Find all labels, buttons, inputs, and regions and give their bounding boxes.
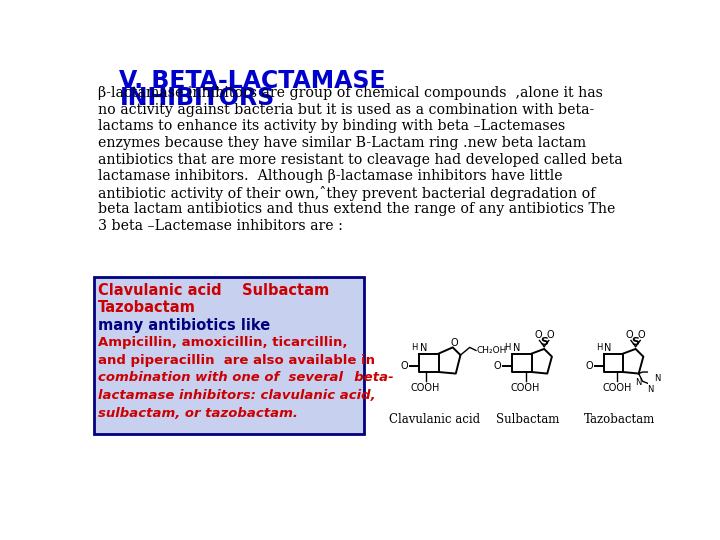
Text: many antibiotics like: many antibiotics like: [98, 318, 270, 333]
Text: O: O: [494, 361, 502, 371]
Text: N: N: [647, 385, 654, 394]
Text: COOH: COOH: [603, 383, 631, 393]
Text: COOH: COOH: [411, 383, 440, 393]
Text: COOH: COOH: [511, 383, 540, 393]
Text: H: H: [596, 343, 602, 352]
Text: H: H: [505, 343, 510, 352]
Text: O: O: [401, 361, 408, 371]
Text: enzymes because they have similar B-Lactam ring .new beta lactam: enzymes because they have similar B-Lact…: [98, 136, 586, 150]
Text: O: O: [626, 330, 633, 340]
Text: N: N: [636, 379, 642, 387]
Text: beta lactam antibiotics and thus extend the range of any antibiotics The: beta lactam antibiotics and thus extend …: [98, 202, 615, 216]
Text: lactamase inhibitors: clavulanic acid,: lactamase inhibitors: clavulanic acid,: [98, 389, 375, 402]
Text: antibiotics that are more resistant to cleavage had developed called beta: antibiotics that are more resistant to c…: [98, 153, 622, 166]
Text: 3 beta –Lactemase inhibitors are :: 3 beta –Lactemase inhibitors are :: [98, 219, 343, 233]
Text: N: N: [604, 343, 611, 353]
Text: S: S: [540, 338, 548, 347]
Text: O: O: [585, 361, 593, 371]
Text: N: N: [654, 374, 660, 383]
Text: CH₂OH: CH₂OH: [477, 346, 507, 355]
Text: O: O: [451, 338, 458, 348]
Text: combination with one of  several  beta-: combination with one of several beta-: [98, 372, 393, 384]
Text: Tazobactam: Tazobactam: [98, 300, 196, 315]
Text: O: O: [534, 330, 541, 340]
Text: no activity against bacteria but it is used as a combination with beta-: no activity against bacteria but it is u…: [98, 103, 594, 117]
Text: Clavulanic acid: Clavulanic acid: [390, 413, 480, 426]
Text: and piperacillin  are also available in: and piperacillin are also available in: [98, 354, 374, 367]
Text: Clavulanic acid    Sulbactam: Clavulanic acid Sulbactam: [98, 283, 329, 298]
Text: O: O: [638, 330, 646, 340]
FancyBboxPatch shape: [94, 276, 364, 434]
Text: V. BETA-LACTAMASE: V. BETA-LACTAMASE: [120, 69, 386, 93]
Text: lactamase inhibitors.  Although β-lactamase inhibitors have little: lactamase inhibitors. Although β-lactama…: [98, 169, 562, 183]
Text: S: S: [631, 338, 639, 347]
Text: H: H: [411, 343, 418, 352]
Text: Ampicillin, amoxicillin, ticarcillin,: Ampicillin, amoxicillin, ticarcillin,: [98, 336, 347, 349]
Text: sulbactam, or tazobactam.: sulbactam, or tazobactam.: [98, 407, 297, 420]
Text: INHIBITORS: INHIBITORS: [120, 86, 275, 110]
Text: Sulbactam: Sulbactam: [496, 413, 559, 426]
Text: β-lactamase inhibitors are group of chemical compounds  ,alone it has: β-lactamase inhibitors are group of chem…: [98, 86, 603, 100]
Text: N: N: [513, 343, 520, 353]
Text: N: N: [420, 343, 427, 353]
Text: lactams to enhance its activity by binding with beta –Lactemases: lactams to enhance its activity by bindi…: [98, 119, 565, 133]
Text: antibiotic activity of their own,ˆthey prevent bacterial degradation of: antibiotic activity of their own,ˆthey p…: [98, 186, 595, 201]
Text: Tazobactam: Tazobactam: [584, 413, 655, 426]
Text: O: O: [546, 330, 554, 340]
